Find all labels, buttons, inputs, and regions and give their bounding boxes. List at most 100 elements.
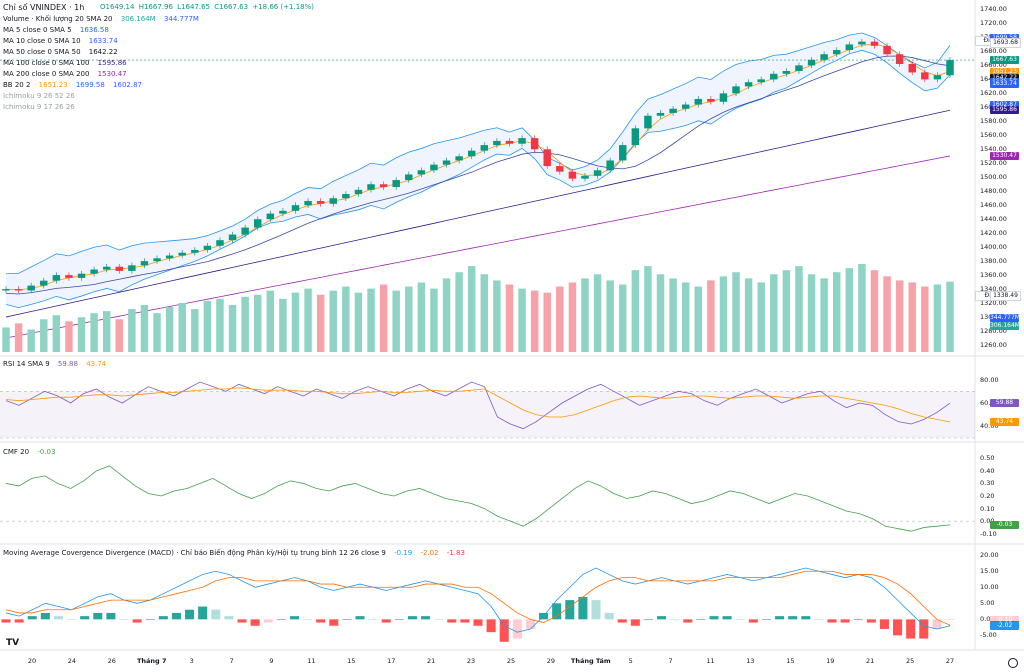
macd-histogram-bar bbox=[198, 606, 208, 620]
candle-body bbox=[807, 59, 816, 66]
candle-body bbox=[405, 174, 413, 181]
volume-bar bbox=[518, 288, 526, 352]
legend-ma50[interactable]: MA 50 close 0 SMA 50 1642.22 bbox=[3, 48, 118, 56]
volume-bar bbox=[921, 286, 929, 352]
price-tick-label: 1660.00 bbox=[980, 61, 1007, 70]
price-tick-label: 1260.00 bbox=[980, 341, 1007, 349]
macd-histogram-bar bbox=[329, 619, 339, 626]
volume-bar bbox=[795, 266, 803, 352]
volume-bar bbox=[480, 274, 489, 352]
volume-bar bbox=[329, 290, 337, 352]
volume-bar bbox=[807, 274, 816, 352]
indicator-value-tag: 43.74 bbox=[990, 417, 1019, 426]
volume-bar bbox=[530, 290, 539, 352]
candle-body bbox=[921, 72, 929, 80]
legend-ma10[interactable]: MA 10 close 0 SMA 10 1633.74 bbox=[3, 37, 118, 45]
macd-histogram-bar bbox=[604, 612, 614, 620]
macd-histogram-bar bbox=[158, 616, 168, 620]
macd-histogram-bar bbox=[316, 619, 326, 623]
macd-histogram-bar bbox=[801, 616, 811, 620]
candle-body bbox=[656, 112, 665, 116]
volume-bar bbox=[367, 288, 375, 352]
macd-histogram-bar bbox=[303, 619, 313, 620]
legend-cmf[interactable]: CMF 20 -0.03 bbox=[3, 448, 56, 456]
price-axis-tag: 1530.47 bbox=[990, 151, 1019, 160]
ohlc-close: C1667.63 bbox=[214, 3, 249, 11]
candle-body bbox=[27, 285, 35, 291]
candle-body bbox=[430, 164, 438, 171]
volume-bar bbox=[581, 278, 589, 352]
macd-histogram-bar bbox=[368, 619, 378, 620]
price-axis-tag: 1338.49 bbox=[990, 291, 1021, 301]
legend-rsi[interactable]: RSI 14 SMA 9 59.88 43.74 bbox=[3, 360, 107, 368]
volume-bar bbox=[354, 292, 363, 352]
price-axis-tag: 1633.74 bbox=[990, 79, 1019, 88]
volume-bar bbox=[858, 264, 866, 352]
macd-histogram-bar bbox=[421, 616, 431, 620]
candle-body bbox=[304, 201, 312, 206]
candle-body bbox=[467, 150, 476, 157]
volume-bar bbox=[694, 286, 702, 352]
macd-histogram-bar bbox=[748, 619, 758, 623]
legend-ma5[interactable]: MA 5 close 0 SMA 5 1636.58 bbox=[3, 26, 109, 34]
cmf-tick-label: 0.50 bbox=[980, 454, 995, 463]
candle-body bbox=[65, 275, 73, 278]
candle-body bbox=[581, 175, 589, 179]
time-tick-label: 21 bbox=[426, 657, 436, 665]
macd-histogram-bar bbox=[670, 619, 680, 620]
volume-bar bbox=[405, 286, 413, 352]
macd-tick-label: 15.00 bbox=[980, 567, 999, 576]
volume-bar bbox=[493, 280, 501, 352]
volume-bar bbox=[40, 319, 48, 352]
legend-bb[interactable]: BB 20 2 1651.23 1699.58 1602.87 bbox=[3, 81, 142, 89]
ma100-line bbox=[5, 109, 951, 318]
candle-body bbox=[342, 194, 350, 199]
legend-volume[interactable]: Volume · Khối lượng 20 SMA 20 306.164M 3… bbox=[3, 15, 199, 23]
candle-body bbox=[367, 184, 375, 190]
volume-bar bbox=[770, 274, 778, 352]
volume-bar bbox=[832, 272, 841, 352]
macd-histogram-bar bbox=[237, 619, 247, 623]
rsi-tick-label: 80.00 bbox=[980, 375, 999, 384]
cmf-tick-label: 0.20 bbox=[980, 492, 995, 500]
candle-body bbox=[316, 201, 325, 204]
indicator-value-tag: 59.88 bbox=[990, 399, 1019, 408]
price-tick-label: 1400.00 bbox=[980, 243, 1007, 252]
volume-bar bbox=[14, 323, 23, 352]
candle-body bbox=[782, 71, 791, 74]
macd-histogram-bar bbox=[617, 619, 627, 623]
macd-histogram-bar bbox=[512, 619, 522, 639]
time-tick-label: 23 bbox=[466, 657, 476, 665]
candle-body bbox=[744, 82, 753, 87]
candle-body bbox=[165, 255, 174, 259]
volume-bar bbox=[656, 274, 665, 352]
candle-body bbox=[757, 79, 765, 83]
price-axis-tag: 306.164M bbox=[990, 322, 1020, 330]
time-tick-label: 7 bbox=[668, 657, 673, 665]
volume-bar bbox=[379, 284, 388, 352]
candle-body bbox=[669, 108, 677, 113]
macd-histogram-bar bbox=[814, 619, 824, 620]
legend-ichimoku-2[interactable]: Ichimoku 9 17 26 26 bbox=[3, 103, 75, 111]
time-tick-label: 25 bbox=[905, 657, 915, 665]
volume-bar bbox=[681, 282, 690, 352]
cmf-tick-label: -0.10 bbox=[980, 529, 997, 538]
time-tick-label: 11 bbox=[307, 657, 316, 665]
legend-macd[interactable]: Moving Average Covergence Divergence (MA… bbox=[3, 549, 465, 557]
legend-ma100[interactable]: MA 100 close 0 SMA 100 1595.86 bbox=[3, 59, 127, 67]
time-tick-label: 21 bbox=[866, 657, 875, 665]
legend-ichimoku-1[interactable]: Ichimoku 9 26 52 26 bbox=[3, 92, 75, 100]
candle-body bbox=[379, 184, 388, 188]
legend-ma200[interactable]: MA 200 close 0 SMA 200 1530.47 bbox=[3, 70, 127, 78]
volume-bar bbox=[870, 270, 879, 352]
candle-body bbox=[2, 289, 10, 291]
macd-tick-label: 10.00 bbox=[980, 583, 999, 592]
cmf-tick-label: 0.00 bbox=[980, 517, 995, 526]
candle-body bbox=[279, 210, 287, 214]
candle-body bbox=[946, 60, 954, 76]
settings-gear-icon[interactable] bbox=[1008, 658, 1018, 668]
volume-bar bbox=[719, 276, 728, 352]
price-tick-label: 1340.00 bbox=[980, 285, 1007, 294]
price-tick-label: 1680.00 bbox=[980, 47, 1007, 56]
